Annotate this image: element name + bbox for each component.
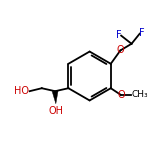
Text: F: F (139, 28, 145, 38)
Text: CH₃: CH₃ (131, 90, 148, 99)
Polygon shape (52, 91, 58, 104)
Text: F: F (116, 30, 122, 40)
Text: OH: OH (48, 106, 64, 116)
Text: HO: HO (14, 86, 29, 96)
Text: O: O (117, 45, 124, 55)
Text: O: O (117, 90, 125, 100)
